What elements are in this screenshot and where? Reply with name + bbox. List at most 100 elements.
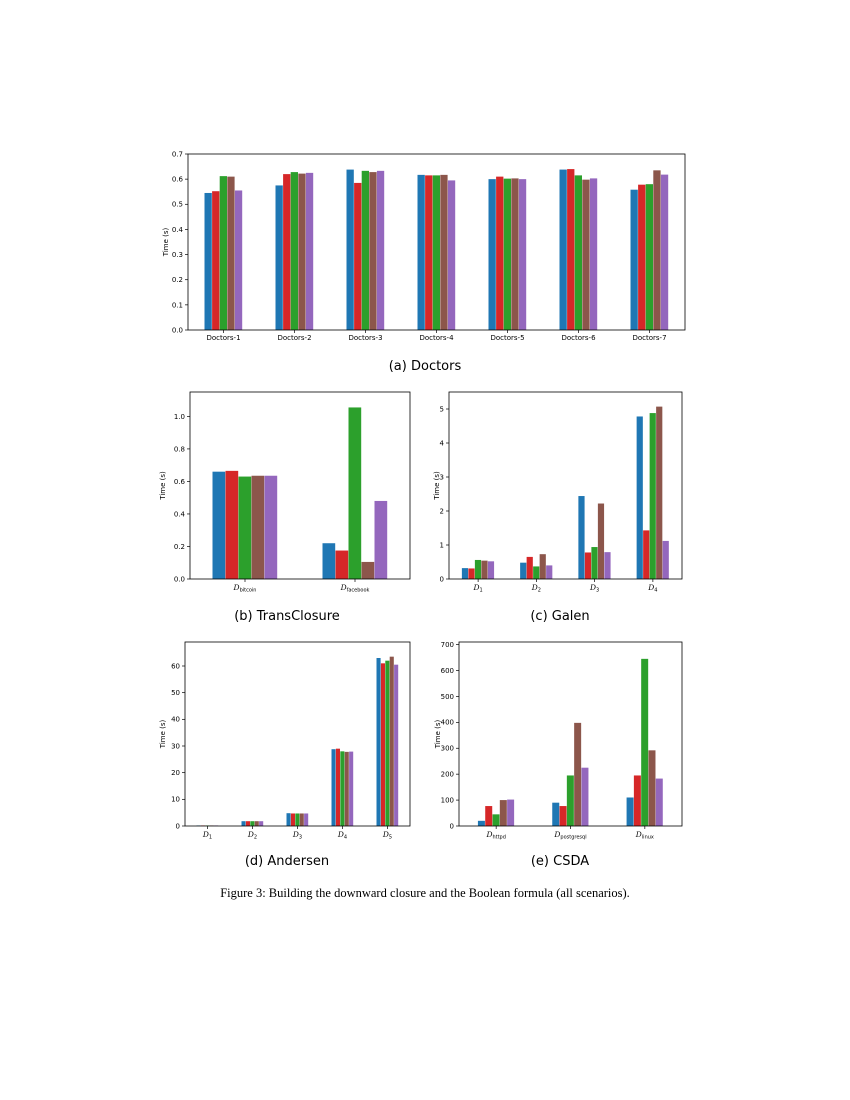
transclosure-ytick-label-2: 0.4 <box>174 510 186 518</box>
caption-doctors: (a) Doctors <box>388 359 462 374</box>
csda-ytick-label-0: 0 <box>450 822 454 830</box>
chart-andersen-svg: 0 10 20 30 40 50 60 D1 D2 D3 D4 D5 Time (s) <box>159 641 411 841</box>
chart-doctors: 0.0 0.1 0.2 0.3 0.4 0.5 0.6 0.7 Doctors-1 Doctors… <box>160 148 690 348</box>
andersen-bar-series-1-3 <box>331 749 336 826</box>
doctors-bar-series-5-6 <box>660 174 669 330</box>
csda-bar-series-5-1 <box>581 767 589 826</box>
csda-bar-series-2-2 <box>633 775 641 826</box>
andersen-bar-series-4-4 <box>389 656 394 826</box>
andersen-bar-series-1-2 <box>286 813 291 826</box>
caption-csda: (e) CSDA <box>530 854 590 869</box>
andersen-xtick-label-2: D3 <box>292 830 302 841</box>
doctors-ytick-label-3: 0.3 <box>172 251 183 259</box>
doctors-bar-series-3-2 <box>361 170 369 330</box>
doctors-bar-series-3-0 <box>219 176 227 330</box>
csda-ytick-label-4: 400 <box>441 719 454 727</box>
galen-xtick-label-2: D3 <box>589 583 599 594</box>
andersen-bar-series-5-2 <box>304 813 309 826</box>
doctors-xtick-label-1: Doctors-2 <box>277 334 311 342</box>
doctors-bar-series-4-0 <box>227 176 235 330</box>
doctors-bar-series-3-3 <box>432 175 440 330</box>
andersen-bar-series-5-1 <box>259 821 264 826</box>
galen-ylabel: Time (s) <box>433 471 441 501</box>
andersen-bar-series-2-3 <box>335 748 340 826</box>
doctors-bar-series-5-1 <box>305 172 314 330</box>
doctors-bar-series-4-6 <box>653 170 661 330</box>
transclosure-bar-series-3-0 <box>238 476 252 579</box>
galen-xtick-label-0: D1 <box>473 583 483 594</box>
andersen-bar-series-1-1 <box>241 821 246 826</box>
doctors-bar-series-2-3 <box>425 175 433 330</box>
transclosure-bar-series-5-1 <box>374 500 388 579</box>
csda-bar-series-5-0 <box>507 799 515 826</box>
csda-bar-series-4-2 <box>648 750 656 826</box>
transclosure-bar-series-1-1 <box>322 543 336 579</box>
csda-ytick-label-7: 700 <box>441 641 454 649</box>
doctors-bar-series-4-2 <box>369 172 377 330</box>
csda-bar-series-1-0 <box>477 820 485 826</box>
andersen-xtick-label-1: D2 <box>247 830 257 841</box>
doctors-bar-series-4-5 <box>582 179 590 330</box>
csda-ytick-label-3: 300 <box>441 745 454 753</box>
transclosure-bar-series-2-0 <box>225 470 239 579</box>
csda-bar-series-4-0 <box>499 800 507 826</box>
transclosure-ytick-label-1: 0.2 <box>174 543 185 551</box>
galen-axes-frame <box>448 391 683 580</box>
andersen-axes-frame <box>184 641 411 827</box>
andersen-bar-series-2-2 <box>290 813 295 826</box>
galen-bar-series-1-1 <box>520 562 527 579</box>
galen-bar-series-1-3 <box>636 416 643 579</box>
andersen-ytick-label-5: 50 <box>171 689 180 697</box>
doctors-bar-series-3-6 <box>645 184 653 330</box>
csda-bar-series-3-2 <box>641 658 649 826</box>
galen-xtick-label-1: D2 <box>531 583 541 594</box>
transclosure-xtick-label-0: Dbitcoin <box>233 583 257 594</box>
doctors-bar-series-3-1 <box>290 172 298 330</box>
caption-transclosure: (b) TransClosure <box>234 609 340 624</box>
transclosure-bar-series-4-1 <box>361 561 375 579</box>
galen-ytick-label-1: 1 <box>440 541 444 549</box>
transclosure-bar-series-4-0 <box>251 475 265 579</box>
galen-bar-series-2-3 <box>643 530 650 579</box>
galen-bar-series-4-1 <box>539 554 546 579</box>
transclosure-ytick-label-4: 0.8 <box>174 445 185 453</box>
doctors-bar-series-5-5 <box>589 178 598 330</box>
galen-bar-series-3-3 <box>649 413 656 579</box>
csda-bar-series-1-1 <box>552 802 560 826</box>
galen-bar-series-3-2 <box>591 547 598 579</box>
transclosure-ytick-label-0: 0.0 <box>174 575 185 583</box>
doctors-xtick-label-5: Doctors-6 <box>561 334 596 342</box>
andersen-ytick-label-2: 20 <box>171 769 180 777</box>
csda-bar-series-4-1 <box>574 722 582 826</box>
transclosure-ytick-label-3: 0.6 <box>174 478 186 486</box>
csda-bar-series-2-0 <box>485 806 493 826</box>
andersen-bar-series-3-3 <box>340 751 345 826</box>
doctors-ytick-label-7: 0.7 <box>172 150 183 158</box>
andersen-ytick-label-1: 10 <box>171 796 180 804</box>
caption-andersen: (d) Andersen <box>244 854 330 869</box>
andersen-bar-series-2-1 <box>245 821 250 826</box>
doctors-bar-series-2-5 <box>567 169 575 330</box>
doctors-bar-series-4-4 <box>511 178 519 330</box>
csda-ytick-label-1: 100 <box>441 796 454 804</box>
csda-bar-series-1-2 <box>626 797 634 826</box>
galen-bar-series-1-0 <box>461 568 469 579</box>
doctors-ylabel: Time (s) <box>162 228 170 258</box>
doctors-xtick-label-3: Doctors-4 <box>419 334 454 342</box>
transclosure-xtick-label-1: Dfacebook <box>340 583 370 594</box>
doctors-xtick-label-0: Doctors-1 <box>206 334 240 342</box>
transclosure-bar-series-1-0 <box>212 471 226 579</box>
chart-galen: 0 1 2 3 4 5 D1 D2 D3 D4 Time (s) <box>432 385 692 600</box>
doctors-bar-series-1-1 <box>275 185 283 330</box>
doctors-bar-series-3-4 <box>503 178 511 330</box>
doctors-bar-series-5-3 <box>447 180 456 330</box>
doctors-ytick-label-5: 0.5 <box>172 201 183 209</box>
doctors-bar-series-2-4 <box>496 176 504 330</box>
andersen-bar-series-5-3 <box>349 751 354 826</box>
caption-galen: (c) Galen <box>530 609 590 624</box>
transclosure-ylabel: Time (s) <box>159 471 167 501</box>
doctors-bar-series-4-3 <box>440 174 448 330</box>
doctors-ytick-label-4: 0.4 <box>172 226 184 234</box>
galen-bar-series-5-1 <box>546 565 553 579</box>
galen-bar-series-4-0 <box>481 560 488 579</box>
